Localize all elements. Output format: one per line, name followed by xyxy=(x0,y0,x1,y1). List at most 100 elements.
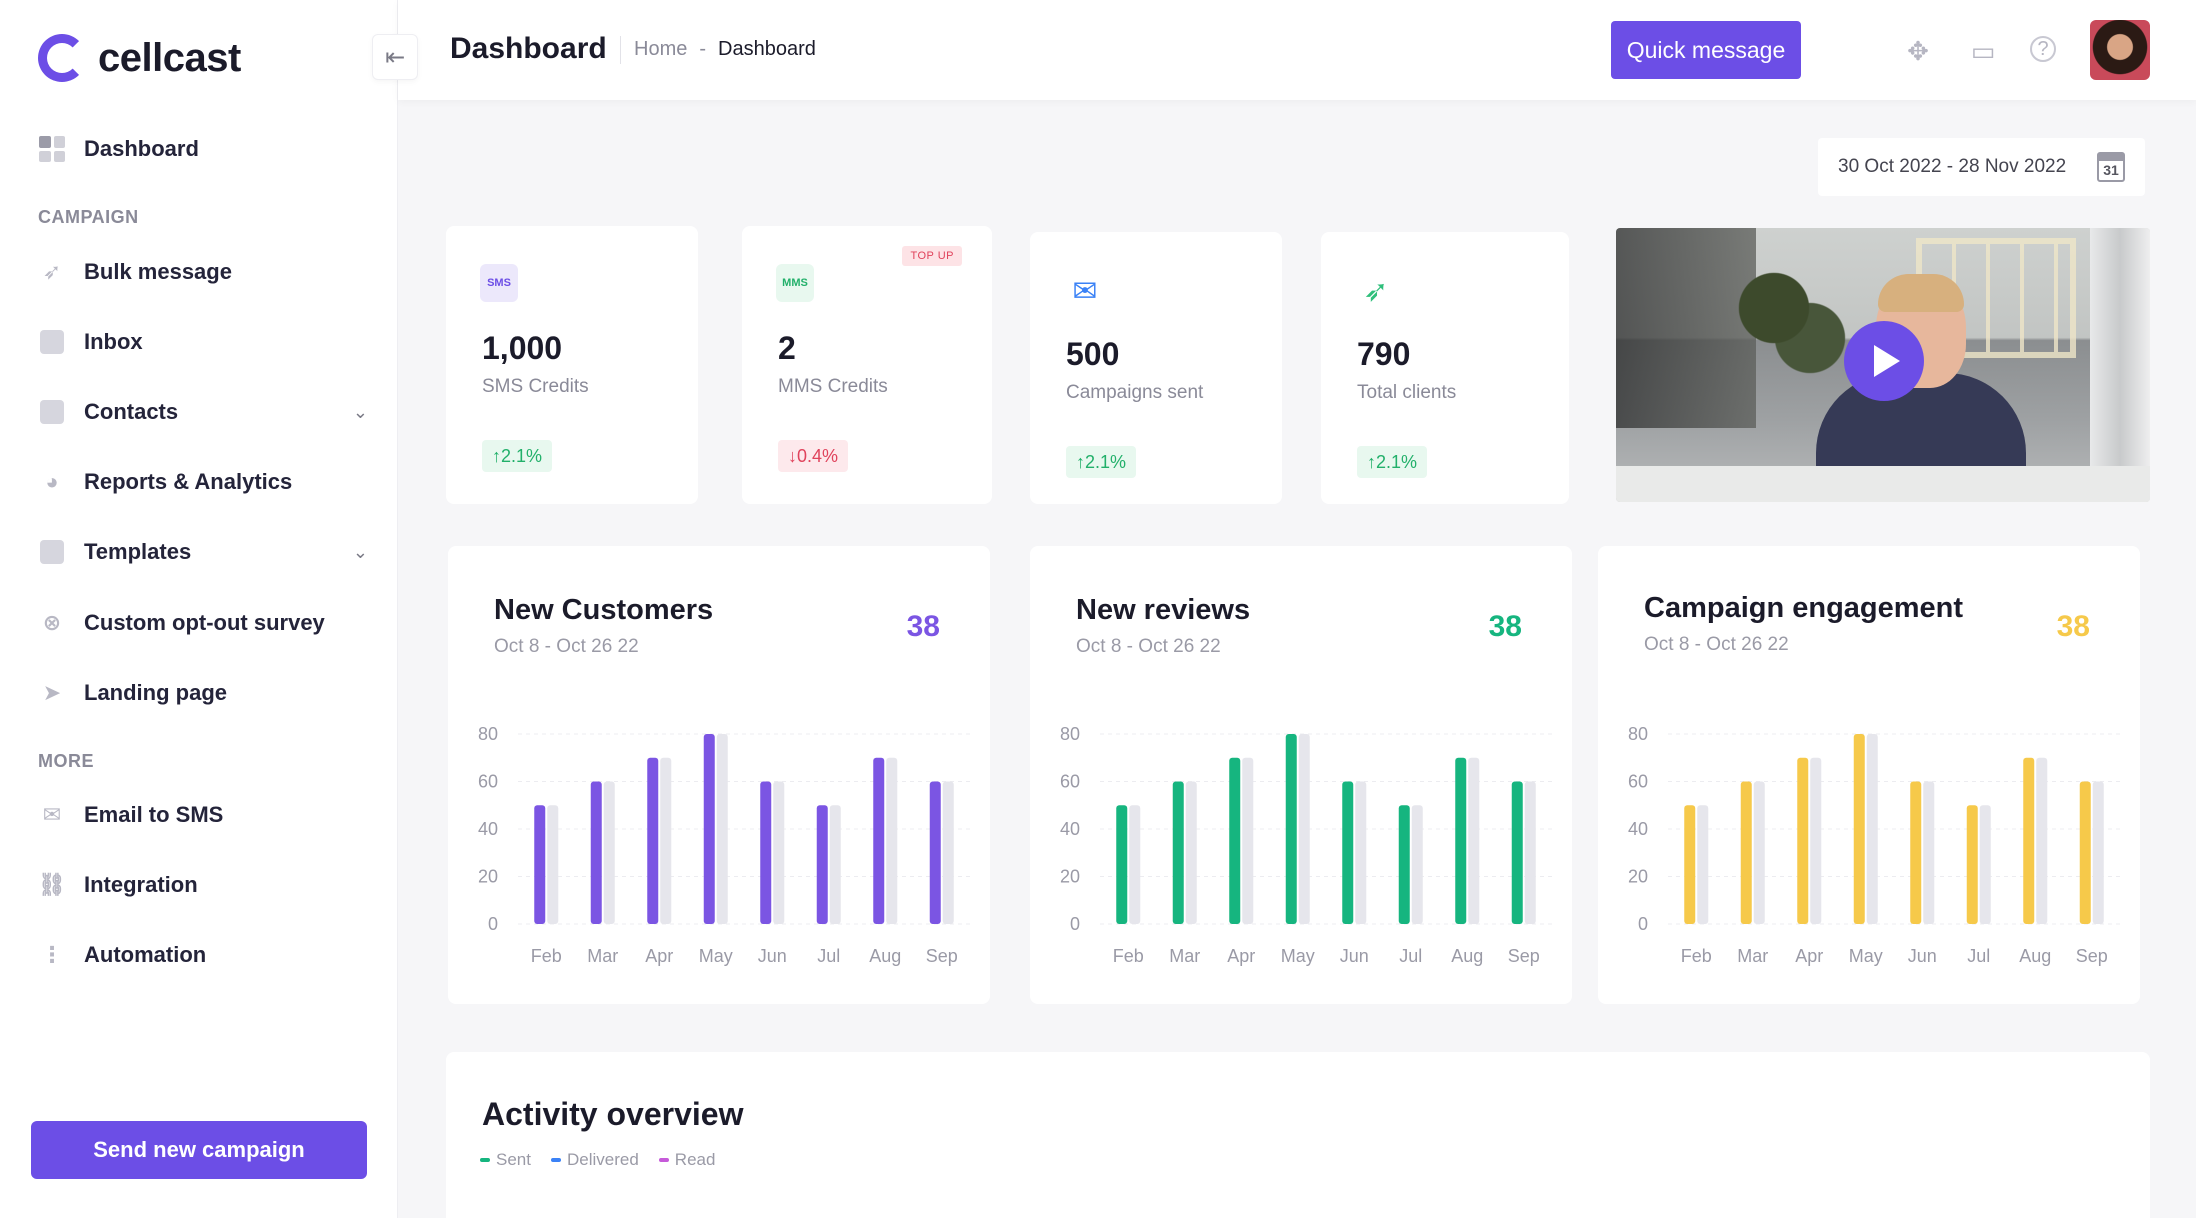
chevron-down-icon[interactable]: ⌄ xyxy=(352,401,368,422)
bar xyxy=(1797,757,1809,924)
bar-secondary xyxy=(1185,781,1197,924)
help-icon[interactable]: ? xyxy=(2030,36,2056,62)
bar-secondary xyxy=(603,781,615,924)
legend-item-sent[interactable]: Sent xyxy=(480,1150,531,1170)
legend-swatch xyxy=(480,1158,490,1162)
delta-value: 2.1% xyxy=(1376,451,1418,472)
arrow-up-icon: ↑ xyxy=(492,445,501,466)
video-background xyxy=(1726,248,1846,398)
close-circle-icon: ⊗ xyxy=(42,610,62,635)
bar xyxy=(1285,734,1297,924)
bar-secondary xyxy=(1298,734,1310,924)
y-tick-label: 60 xyxy=(1628,772,1648,792)
sidebar-item-integration[interactable]: ⛓ Integration xyxy=(38,865,368,905)
x-tick-label: May xyxy=(699,946,733,966)
bar-secondary xyxy=(1129,805,1141,924)
sidebar-item-opt-out-survey[interactable]: ⊗ Custom opt-out survey xyxy=(38,603,368,643)
y-tick-label: 80 xyxy=(1060,724,1080,744)
sidebar-item-label: Inbox xyxy=(84,329,143,354)
legend-label: Read xyxy=(674,1150,716,1169)
sidebar-item-bulk-message[interactable]: ➶ Bulk message xyxy=(38,252,368,292)
wallet-icon[interactable]: ▭ xyxy=(1970,35,1996,66)
x-tick-label: Aug xyxy=(1451,946,1483,966)
delta-value: 2.1% xyxy=(501,445,543,466)
y-tick-label: 40 xyxy=(1060,819,1080,839)
bar-secondary xyxy=(1242,757,1254,924)
y-tick-label: 0 xyxy=(1638,914,1648,934)
section-campaign: CAMPAIGN xyxy=(38,207,139,227)
sidebar-item-templates[interactable]: Templates ⌄ xyxy=(38,532,368,572)
apps-icon[interactable]: ✥ xyxy=(1907,35,1929,66)
quick-message-button[interactable]: Quick message xyxy=(1611,21,1801,79)
chart-card-new-customers: New Customers Oct 8 - Oct 26 22 38 80 60 4… xyxy=(448,546,990,1004)
legend-item-read[interactable]: Read xyxy=(658,1150,716,1170)
sidebar-item-label: Dashboard xyxy=(84,136,199,161)
sidebar-item-label: Reports & Analytics xyxy=(84,469,293,494)
x-tick-label: Jul xyxy=(1967,946,1990,966)
grid-icon xyxy=(38,135,66,163)
date-range-picker[interactable]: 30 Oct 2022 - 28 Nov 2022 31 xyxy=(1818,138,2145,196)
sidebar-item-inbox[interactable]: Inbox xyxy=(38,322,368,362)
logo-icon xyxy=(38,34,86,82)
activity-title: Activity overview xyxy=(482,1096,744,1132)
bar xyxy=(1342,781,1354,924)
stat-delta: ↑ 2.1% xyxy=(1357,446,1428,478)
sidebar-item-automation[interactable]: ⋮ Automation xyxy=(38,935,368,975)
bar xyxy=(760,781,772,924)
bar-secondary xyxy=(1697,805,1709,924)
play-icon[interactable] xyxy=(1844,321,1924,401)
y-tick-label: 20 xyxy=(1060,867,1080,887)
chart-subtitle: Oct 8 - Oct 26 22 xyxy=(1644,634,1789,655)
section-more: MORE xyxy=(38,751,94,771)
sidebar-item-dashboard[interactable]: Dashboard xyxy=(38,129,368,169)
bar xyxy=(873,757,885,924)
x-tick-label: Aug xyxy=(869,946,901,966)
send-new-campaign-button[interactable]: Send new campaign xyxy=(31,1121,367,1179)
video-background xyxy=(1616,466,2150,502)
stat-label: Total clients xyxy=(1357,382,1457,403)
collapse-sidebar-button[interactable]: ⇤ xyxy=(372,34,418,80)
x-tick-label: Mar xyxy=(1737,946,1768,966)
sidebar-item-reports[interactable]: ◕ Reports & Analytics xyxy=(38,462,368,502)
y-tick-label: 20 xyxy=(1628,867,1648,887)
mail-icon: ✉ xyxy=(42,802,62,827)
breadcrumb-current: Dashboard xyxy=(718,38,816,60)
contacts-icon xyxy=(38,398,66,426)
bar xyxy=(1684,805,1696,924)
bar xyxy=(703,734,715,924)
divider xyxy=(620,36,621,64)
video-background xyxy=(2090,228,2150,502)
bar-chart: 80 60 40 20 0 Feb Mar Apr May Jun Jul Aug Sep xyxy=(1060,724,1552,966)
bar xyxy=(1966,805,1978,924)
breadcrumb: Home - Dashboard xyxy=(634,38,816,61)
sidebar-item-contacts[interactable]: Contacts ⌄ xyxy=(38,392,368,432)
sidebar-item-landing-page[interactable]: ➤ Landing page xyxy=(38,673,368,713)
logo[interactable]: cellcast xyxy=(38,30,241,86)
x-tick-label: Mar xyxy=(1169,946,1200,966)
rocket-icon: ➶ xyxy=(42,259,62,284)
legend-item-delivered[interactable]: Delivered xyxy=(550,1150,639,1170)
x-tick-label: Apr xyxy=(645,946,673,966)
avatar[interactable] xyxy=(2090,20,2150,80)
stat-card-campaigns: ✉ 500 Campaigns sent ↑ 2.1% xyxy=(1030,232,1282,504)
stat-delta: ↑ 2.1% xyxy=(482,440,553,472)
cursor-icon: ➤ xyxy=(42,680,62,705)
stat-label: Campaigns sent xyxy=(1066,382,1204,403)
stat-value: 1,000 xyxy=(482,330,563,366)
arrow-down-icon: ↓ xyxy=(788,445,797,466)
bar-secondary xyxy=(1468,757,1480,924)
chevron-down-icon[interactable]: ⌄ xyxy=(352,541,368,562)
bar xyxy=(2079,781,2091,924)
top-up-tag[interactable]: TOP UP xyxy=(902,246,962,266)
bar-secondary xyxy=(942,781,954,924)
video-player[interactable] xyxy=(1616,228,2150,502)
breadcrumb-home[interactable]: Home xyxy=(634,38,688,60)
bar-secondary xyxy=(1524,781,1536,924)
x-tick-label: Apr xyxy=(1227,946,1255,966)
arrow-up-icon: ↑ xyxy=(1076,451,1085,472)
legend-swatch xyxy=(658,1158,669,1162)
x-tick-label: Mar xyxy=(587,946,618,966)
chart-card-new-reviews: New reviews Oct 8 - Oct 26 22 38 80 60 40 2… xyxy=(1030,546,1572,1004)
sidebar-item-email-to-sms[interactable]: ✉ Email to SMS xyxy=(38,795,368,835)
x-tick-label: Aug xyxy=(2019,946,2051,966)
